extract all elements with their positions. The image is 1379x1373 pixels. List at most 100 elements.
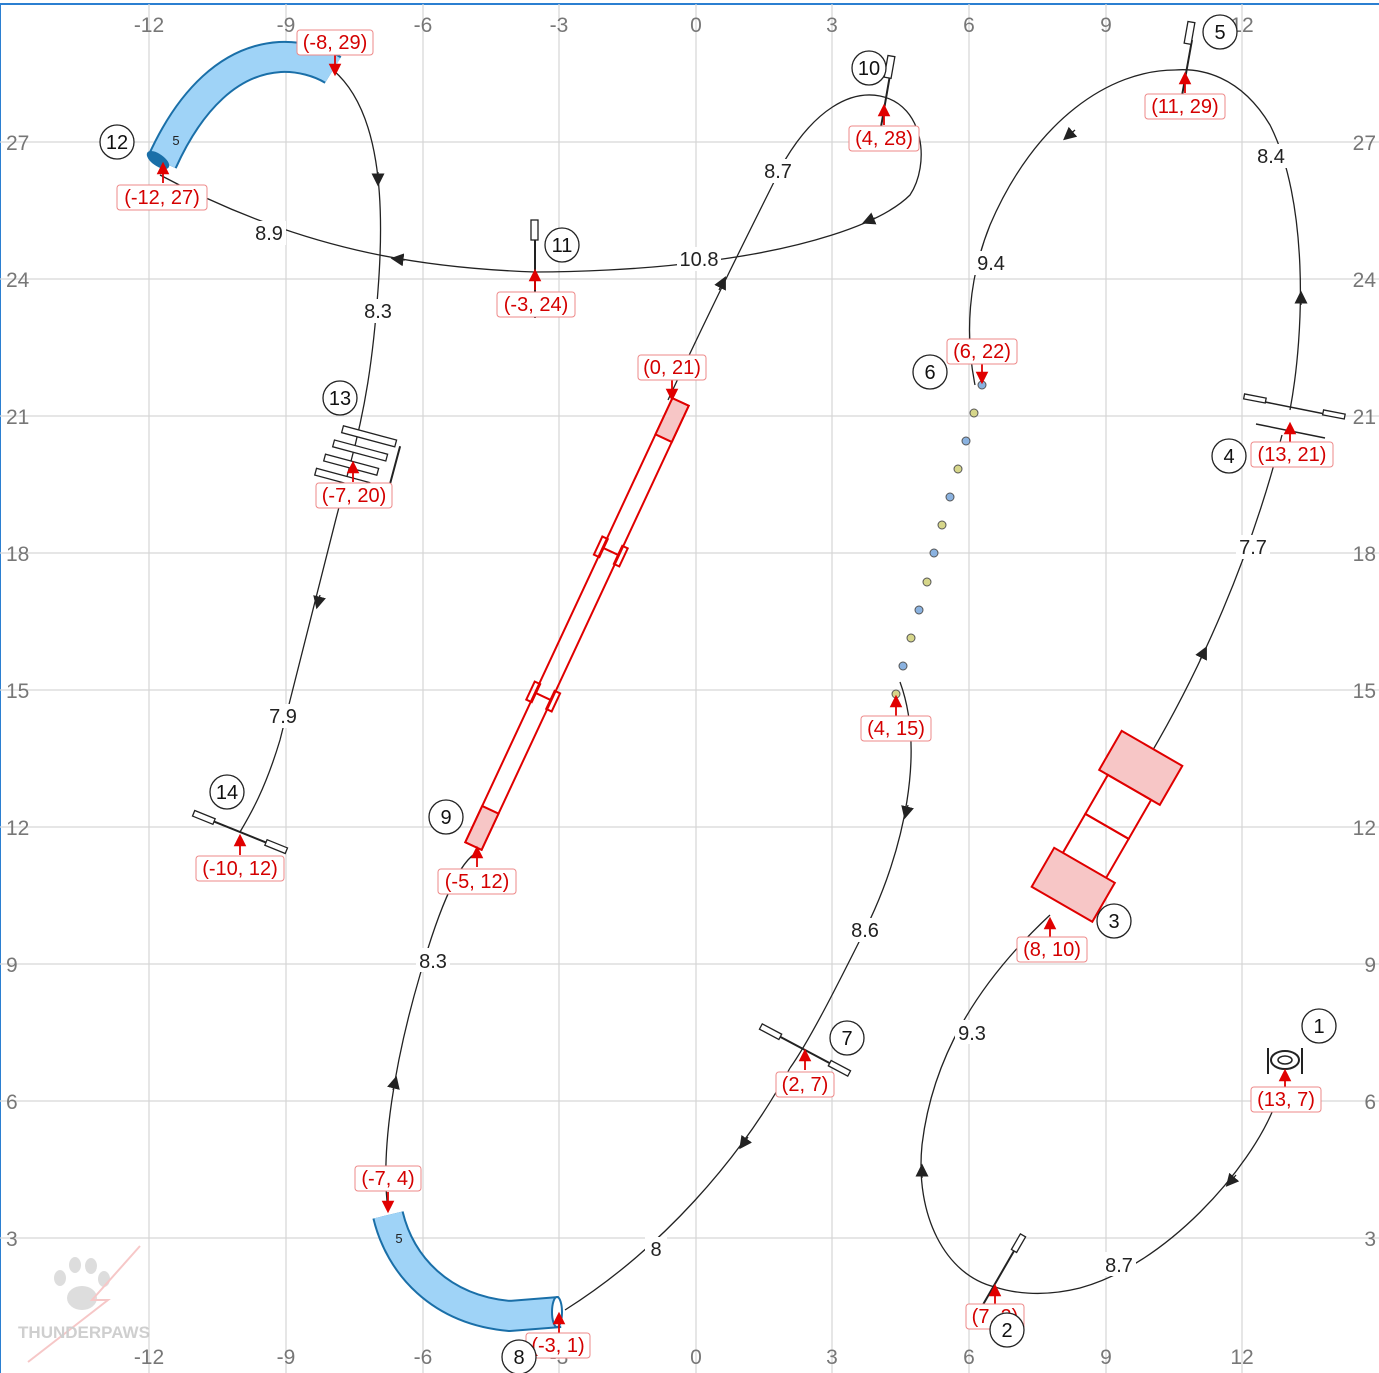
coord-label-8: (-3, 1) — [525, 1332, 591, 1359]
obstacle-number-6: 6 — [912, 354, 948, 390]
svg-text:8.7: 8.7 — [1105, 1255, 1133, 1277]
svg-text:(2, 7): (2, 7) — [782, 1074, 829, 1096]
obstacle-number-3: 3 — [1096, 903, 1132, 939]
svg-text:(-8, 29): (-8, 29) — [303, 32, 367, 54]
coord-label-6: (6, 22) — [946, 338, 1018, 365]
tunnel-label: 5 — [395, 1231, 402, 1246]
coord-label-4: (13, 21) — [1250, 441, 1334, 468]
y-tick-left: 24 — [6, 269, 30, 292]
svg-text:(0, 21): (0, 21) — [643, 357, 701, 379]
y-tick-right: 18 — [1353, 543, 1376, 566]
svg-text:(-7, 20): (-7, 20) — [322, 485, 386, 507]
obstacle-number-1: 1 — [1301, 1008, 1337, 1044]
svg-text:8.9: 8.9 — [255, 223, 283, 245]
y-tick-right: 15 — [1353, 680, 1376, 703]
coord-label-8-entry: (-7, 4) — [354, 1165, 422, 1192]
svg-text:12: 12 — [106, 132, 128, 154]
segment-label: 7.7 — [1236, 535, 1270, 559]
y-axis-right-ticks: 27 24 21 18 15 12 9 6 3 — [1353, 132, 1377, 1251]
coord-label-13: (-7, 20) — [315, 482, 393, 509]
x-tick-bottom: 12 — [1230, 1346, 1253, 1369]
obstacle-number-9: 9 — [428, 799, 464, 835]
svg-text:(-7, 4): (-7, 4) — [361, 1168, 414, 1190]
coord-label-9: (-5, 12) — [437, 868, 517, 895]
svg-text:7.7: 7.7 — [1239, 537, 1267, 559]
segment-label: 8.4 — [1254, 144, 1288, 168]
segment-label: 9.4 — [974, 251, 1008, 275]
direction-arrow — [739, 1134, 753, 1150]
path-segment-2-3 — [920, 914, 1051, 1288]
direction-arrow — [1225, 1172, 1240, 1187]
coord-label-6-end: (4, 15) — [860, 715, 932, 742]
obstacle-number-14: 14 — [209, 774, 245, 810]
x-tick-top: -12 — [134, 14, 164, 37]
svg-text:(13, 7): (13, 7) — [1257, 1089, 1315, 1111]
coord-label-1: (13, 7) — [1250, 1086, 1322, 1113]
svg-text:2: 2 — [1001, 1320, 1012, 1342]
y-tick-left: 27 — [6, 132, 29, 155]
svg-text:9.4: 9.4 — [977, 253, 1005, 275]
segment-label: 10.8 — [677, 247, 721, 271]
segment-label: 9.3 — [955, 1020, 989, 1045]
x-tick-bottom: -9 — [277, 1346, 296, 1369]
svg-text:13: 13 — [329, 388, 351, 410]
y-tick-left: 9 — [6, 954, 18, 977]
x-tick-top: 6 — [963, 14, 975, 37]
path-segment-5-6 — [968, 69, 1176, 386]
segment-label: 8.3 — [361, 299, 395, 323]
direction-arrow — [387, 1075, 400, 1091]
x-tick-bottom: -12 — [134, 1346, 164, 1369]
path-segment-11-12 — [159, 174, 536, 273]
svg-text:8.4: 8.4 — [1257, 146, 1285, 168]
obstacle-tunnel-8: 5 — [372, 1210, 563, 1333]
svg-text:(-12, 27): (-12, 27) — [124, 187, 200, 209]
obstacle-jump-4 — [1242, 393, 1346, 439]
obstacle-number-11: 11 — [544, 227, 580, 263]
y-tick-right: 6 — [1364, 1091, 1376, 1114]
svg-text:5: 5 — [1214, 22, 1225, 44]
svg-text:(6, 22): (6, 22) — [953, 341, 1011, 363]
svg-text:1: 1 — [1313, 1016, 1324, 1038]
svg-text:(4, 15): (4, 15) — [867, 718, 925, 740]
segment-label: 8.6 — [848, 918, 882, 942]
svg-text:(-3, 24): (-3, 24) — [504, 294, 568, 316]
path-segment-7-8 — [564, 1067, 791, 1311]
y-tick-left: 6 — [6, 1091, 18, 1114]
path-segment-3-4 — [1149, 434, 1283, 756]
svg-text:14: 14 — [216, 782, 238, 804]
direction-arrow — [901, 804, 914, 820]
x-tick-bottom: 3 — [826, 1346, 838, 1369]
svg-text:8.6: 8.6 — [851, 920, 879, 942]
y-tick-right: 24 — [1353, 269, 1377, 292]
svg-text:6: 6 — [924, 362, 935, 384]
svg-text:(-5, 12): (-5, 12) — [445, 871, 509, 893]
obstacle-numbers: 1 2 3 4 5 6 7 8 9 10 11 12 13 14 — [99, 14, 1337, 1373]
svg-text:8: 8 — [650, 1239, 661, 1261]
coord-label-3: (8, 10) — [1016, 936, 1088, 963]
y-tick-left: 21 — [6, 406, 29, 429]
x-tick-bottom: -6 — [414, 1346, 433, 1369]
x-tick-bottom: 9 — [1100, 1346, 1112, 1369]
coord-label-5: (11, 29) — [1144, 93, 1226, 120]
logo-text: THUNDERPAWS — [18, 1323, 150, 1342]
x-tick-top: 0 — [690, 14, 702, 37]
obstacle-number-4: 4 — [1211, 438, 1247, 474]
y-axis-left-ticks: 27 24 21 18 15 12 9 6 3 — [6, 132, 30, 1251]
svg-text:10.8: 10.8 — [680, 249, 719, 271]
coord-label-9-end: (0, 21) — [637, 354, 707, 381]
coord-label-14: (-10, 12) — [195, 855, 285, 882]
obstacle-number-8: 8 — [501, 1339, 537, 1373]
direction-arrow — [714, 276, 726, 291]
x-tick-bottom: 0 — [690, 1346, 702, 1369]
svg-text:8: 8 — [513, 1347, 524, 1369]
obstacle-number-5: 5 — [1202, 14, 1238, 50]
y-tick-right: 21 — [1353, 406, 1376, 429]
svg-text:7.9: 7.9 — [269, 706, 297, 728]
svg-text:9.3: 9.3 — [958, 1023, 986, 1045]
y-tick-left: 3 — [6, 1228, 18, 1251]
y-tick-right: 12 — [1353, 817, 1376, 840]
obstacle-number-2: 2 — [989, 1312, 1025, 1348]
y-tick-left: 15 — [6, 680, 29, 703]
svg-text:(-3, 1): (-3, 1) — [531, 1335, 584, 1357]
obstacle-number-10: 10 — [851, 50, 887, 86]
